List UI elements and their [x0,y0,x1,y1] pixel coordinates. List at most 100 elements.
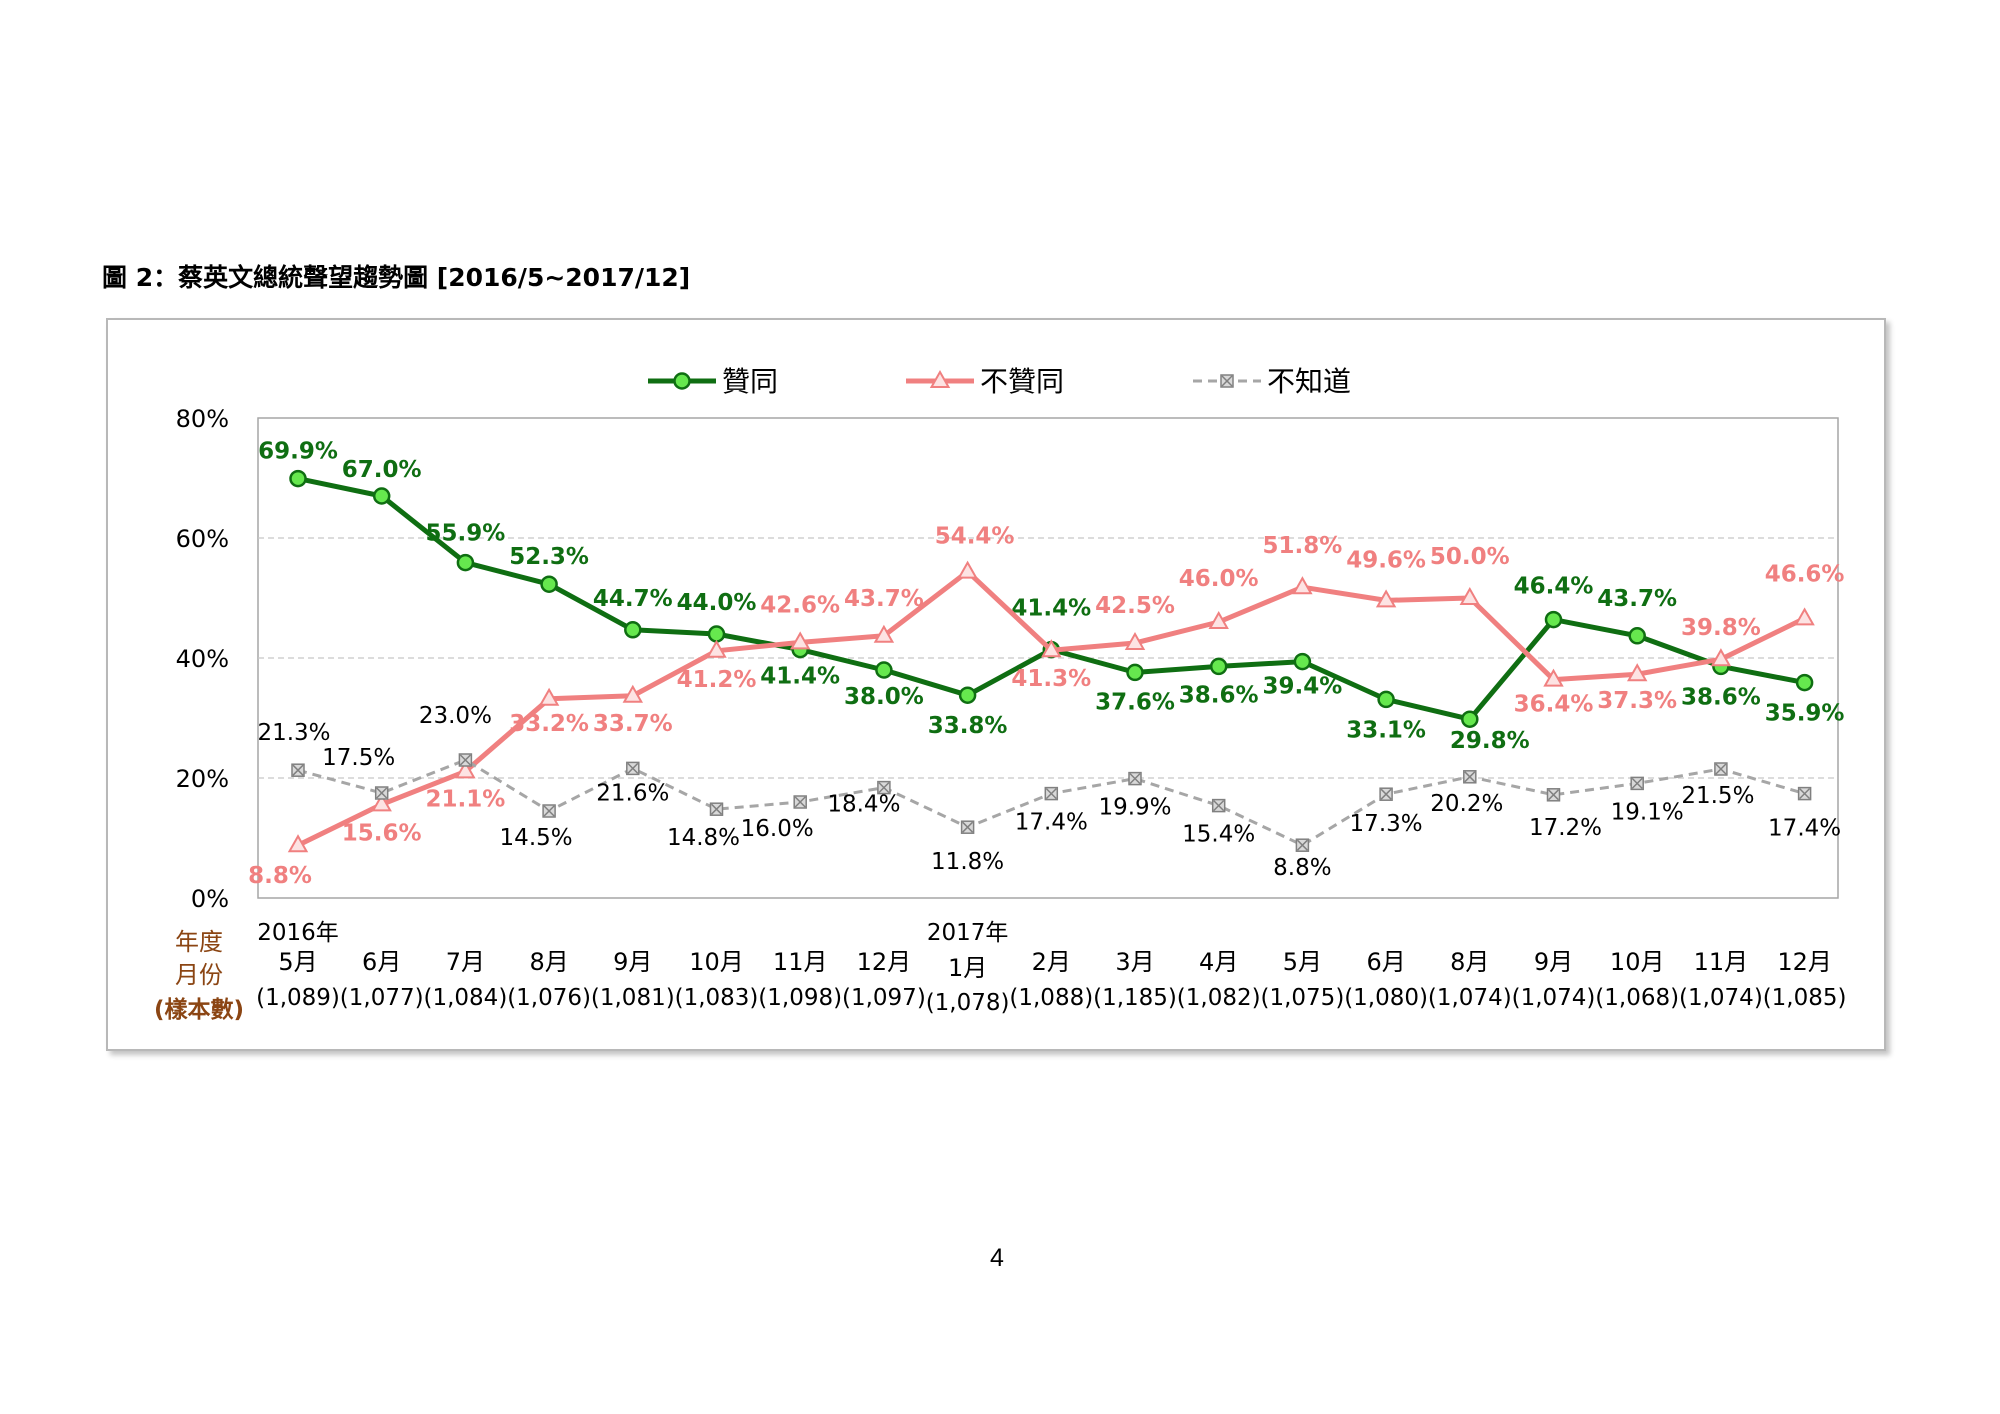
data-point-unknown [1044,786,1059,801]
x-tick-month-label: 8月 [1450,948,1489,976]
data-point-unknown [1546,788,1561,802]
marker-cross-b [1213,800,1225,812]
data-point-approve [289,469,307,488]
data-label-approve: 69.9% [258,439,338,465]
data-label-unknown: 14.8% [667,825,740,851]
data-point-unknown [1714,762,1728,776]
legend-item-unknown: 不知道 [1193,365,1351,398]
data-label-disapprove: 49.6% [1346,547,1426,573]
page-number: 4 [990,1244,1004,1272]
x-axis-caption: 年度 月份 (樣本數) [154,928,244,1023]
data-point-disapprove [1459,586,1481,605]
data-label-unknown: 21.3% [257,720,330,746]
x-tick-month-label: 6月 [1366,948,1405,976]
x-tick-sample-size-label: (1,084) [424,985,508,1011]
data-point-disapprove [538,687,560,706]
data-label-approve: 33.1% [1346,717,1426,743]
data-point-unknown [1128,771,1142,786]
data-label-unknown: 17.5% [322,745,395,771]
x-tick-month-label: 3月 [1115,948,1154,976]
data-point-approve [1209,657,1228,676]
gridlines [258,537,1838,779]
data-point-unknown [626,761,640,776]
data-point-disapprove [789,631,811,650]
legend: 贊同 不贊同 不知道 [648,365,1351,398]
data-point-approve [1293,652,1312,671]
axis-caption-sample: (樣本數) [154,996,244,1023]
x-tick-month-label: 8月 [529,948,568,976]
data-label-approve: 39.4% [1263,674,1343,700]
data-label-approve: 29.8% [1450,728,1530,754]
data-label-unknown: 17.4% [1015,810,1088,836]
data-point-unknown [1630,776,1644,791]
marker-cross-b [1045,788,1057,800]
marker-cross-b [543,805,555,817]
x-tick-sample-size-label: (1,077) [340,985,424,1011]
data-label-disapprove: 54.4% [935,524,1015,550]
x-tick-sample-size-label: (1,083) [675,985,759,1011]
data-point-unknown [1211,798,1226,813]
data-point-disapprove [1292,576,1313,595]
data-point-disapprove [1375,589,1397,608]
marker-cross-b [1129,773,1141,785]
marker-cross-b [1464,771,1476,783]
series-unknown: 21.3%17.5% 23.0% 14.5% 21.6% 14.8% 16.0% 18.4%… [257,703,1841,881]
x-tick-sample-size-label: (1,075) [1261,985,1345,1011]
data-label-approve: 43.7% [1597,586,1677,612]
data-label-approve: 46.4% [1514,574,1594,600]
x-tick-sample-size-label: (1,085) [1763,985,1847,1011]
data-point-disapprove [873,624,895,643]
data-point-disapprove [455,760,476,779]
x-tick-sample-size-label: (1,081) [591,985,675,1011]
data-label-unknown: 11.8% [931,849,1004,875]
data-label-approve: 41.4% [1011,596,1091,622]
y-tick-label: 80% [176,405,229,433]
x-tick-month-label: 2月 [1032,948,1071,976]
data-point-unknown [374,786,389,800]
legend-label: 贊同 [722,365,778,398]
data-point-approve [1126,663,1144,682]
x-tick-sample-size-label: (1,097) [842,985,926,1011]
marker-cross-b [1221,375,1233,387]
data-label-unknown: 17.4% [1768,816,1841,842]
data-point-approve [875,661,893,679]
data-label-disapprove: 46.6% [1765,561,1845,587]
marker-cross-b [962,821,974,833]
data-point-disapprove [1794,607,1815,626]
data-label-disapprove: 36.4% [1514,692,1594,718]
x-tick-sample-size-label: (1,076) [507,985,591,1011]
x-tick-sample-size-label: (1,074) [1679,985,1763,1011]
x-tick-month-label: 11月 [773,948,828,976]
marker-cross-b [1547,789,1560,801]
data-label-disapprove: 8.8% [248,863,312,889]
x-tick-month-label: 1月 [948,954,987,982]
data-point-unknown [960,820,975,834]
data-point-unknown [709,802,724,816]
data-point-approve [1461,710,1479,728]
data-label-disapprove: 41.3% [1011,666,1091,692]
axis-caption-year: 年度 [175,928,223,956]
x-tick-sample-size-label: (1,185) [1093,985,1177,1011]
marker-cross-b [1631,777,1643,789]
data-point-unknown [291,763,305,777]
data-point-disapprove [1710,648,1732,667]
data-point-approve [624,621,642,639]
marker-cross-b [1715,763,1727,775]
data-point-unknown [877,780,891,795]
x-tick-sample-size-label: (1,098) [758,985,842,1011]
data-point-approve [1795,673,1814,692]
data-label-disapprove: 15.6% [342,820,422,846]
x-tick-month-label: 12月 [857,948,912,976]
data-point-unknown [1379,787,1393,801]
axis-caption-month: 月份 [175,961,223,989]
data-label-disapprove: 41.2% [677,667,757,693]
data-point-disapprove [1041,639,1062,658]
data-label-disapprove: 51.8% [1263,533,1343,559]
data-label-approve: 44.7% [593,586,673,612]
data-label-unknown: 18.4% [827,792,900,818]
data-label-unknown: 20.2% [1430,791,1503,817]
legend-label: 不贊同 [980,365,1064,398]
data-point-disapprove [1543,668,1564,687]
data-label-approve: 41.4% [760,664,840,690]
x-tick-month-label: 10月 [1610,948,1665,976]
